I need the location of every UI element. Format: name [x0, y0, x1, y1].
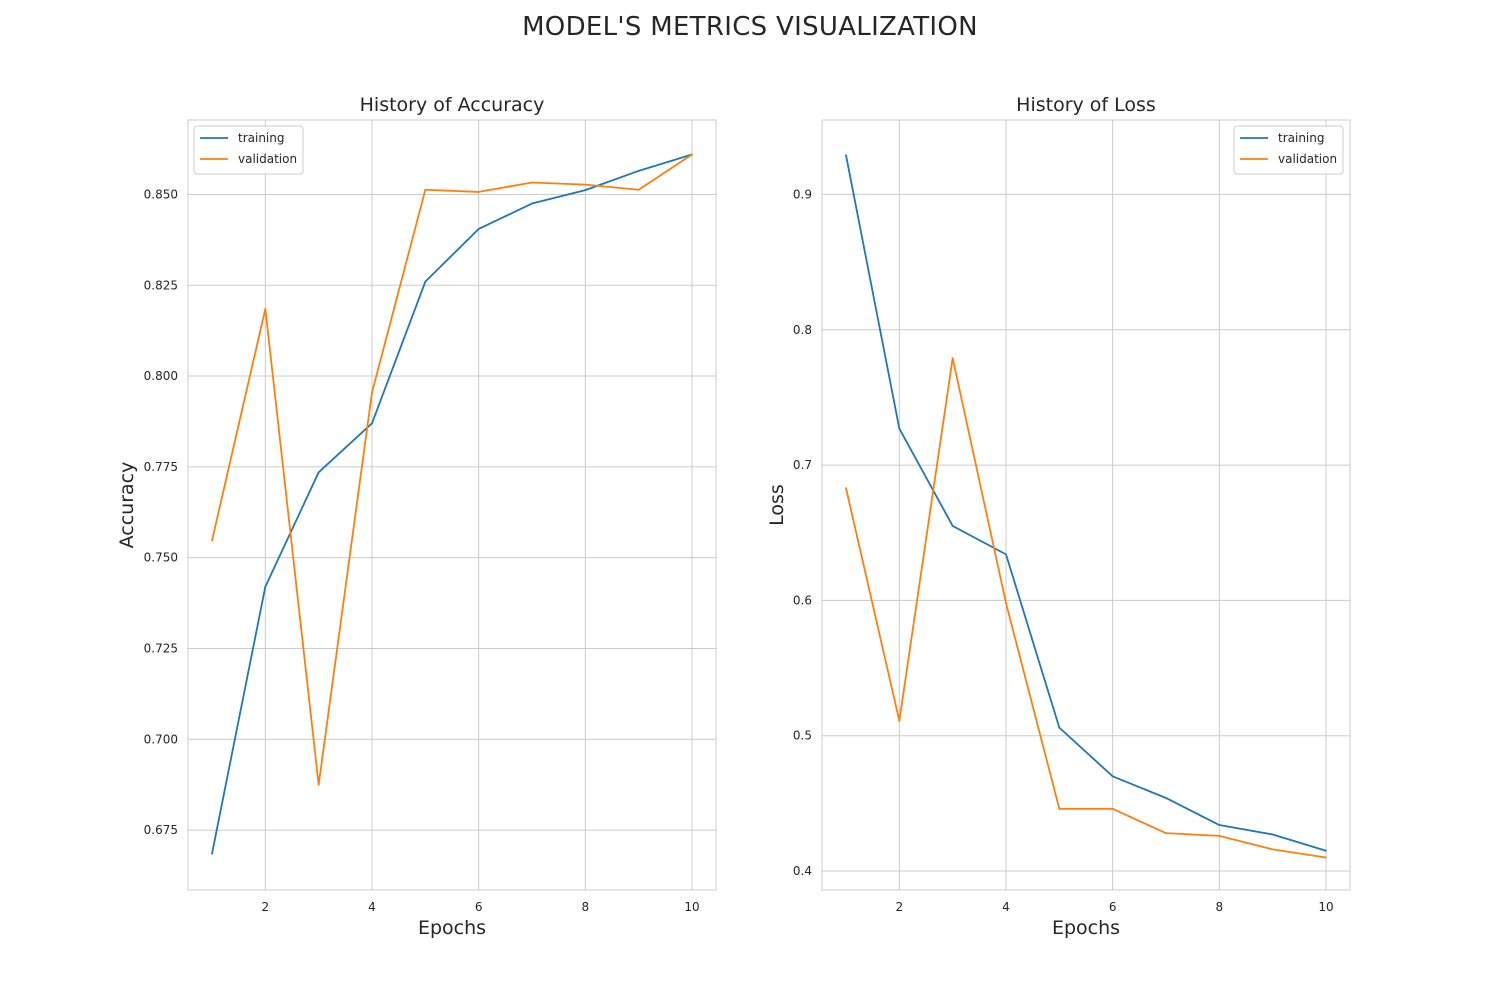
data-point-validation: [1165, 832, 1167, 835]
x-tick-label: 6: [475, 900, 483, 914]
data-point-training: [424, 280, 427, 283]
panel-title: History of Loss: [1016, 94, 1156, 116]
data-point-training: [1005, 553, 1007, 556]
data-point-validation: [1325, 856, 1327, 859]
y-tick-label: 0.9: [793, 187, 812, 201]
series-line-validation: [845, 357, 1327, 859]
series-line-training: [211, 153, 693, 854]
series-line-training: [845, 155, 1327, 852]
x-tick-label: 2: [262, 900, 270, 914]
legend: training validation: [193, 125, 304, 175]
y-tick-label: 0.850: [144, 187, 178, 201]
data-point-validation: [211, 539, 213, 542]
plot-frame: [187, 119, 717, 891]
x-tick-label: 4: [368, 900, 376, 914]
y-tick-label: 0.800: [144, 369, 178, 383]
y-axis-label: Loss: [766, 484, 788, 526]
x-tick-label: 10: [1318, 900, 1333, 914]
data-point-training: [845, 154, 847, 157]
data-point-training: [1058, 726, 1061, 729]
data-point-training: [317, 471, 320, 474]
y-tick-label: 0.7: [793, 458, 812, 472]
data-point-training: [1165, 797, 1167, 799]
data-point-training: [1271, 833, 1274, 836]
x-tick-label: 2: [896, 900, 904, 914]
legend-label-validation: validation: [1278, 152, 1337, 166]
y-tick-label: 0.6: [793, 593, 812, 607]
figure-title: MODEL'S METRICS VISUALIZATION: [522, 12, 978, 42]
data-point-training: [1325, 849, 1327, 852]
panel-title: History of Accuracy: [360, 94, 545, 116]
x-axis-label: Epochs: [418, 917, 486, 939]
x-tick-label: 6: [1109, 900, 1117, 914]
data-point-validation: [477, 191, 480, 193]
data-point-training: [951, 525, 954, 527]
data-point-training: [898, 427, 901, 430]
data-point-training: [264, 585, 267, 588]
y-tick-label: 0.700: [144, 732, 178, 746]
data-point-validation: [951, 357, 954, 360]
x-tick-label: 4: [1002, 900, 1010, 914]
legend-label-training: training: [238, 131, 285, 145]
y-tick-label: 0.4: [793, 864, 812, 878]
y-tick-label: 0.825: [144, 278, 178, 292]
y-tick-label: 0.750: [144, 551, 178, 565]
data-point-validation: [584, 183, 587, 186]
data-point-validation: [1218, 834, 1221, 837]
data-point-training: [477, 228, 480, 230]
data-point-validation: [424, 188, 427, 191]
data-point-validation: [371, 391, 373, 394]
data-point-training: [371, 422, 373, 425]
y-tick-label: 0.675: [144, 823, 178, 837]
data-point-training: [1111, 775, 1114, 778]
x-tick-label: 10: [684, 900, 699, 914]
series-line-validation: [211, 153, 693, 786]
data-point-validation: [264, 307, 267, 310]
data-point-validation: [691, 153, 693, 156]
y-tick-label: 0.775: [144, 460, 178, 474]
x-tick-label: 8: [582, 900, 590, 914]
x-axis-label: Epochs: [1052, 917, 1120, 939]
data-point-validation: [637, 188, 640, 191]
data-point-validation: [898, 719, 901, 722]
data-point-validation: [317, 783, 320, 786]
x-tick-label: 8: [1216, 900, 1224, 914]
data-point-validation: [1005, 602, 1007, 605]
y-tick-label: 0.8: [793, 323, 812, 337]
y-axis-label: Accuracy: [116, 462, 138, 549]
data-point-training: [637, 169, 640, 172]
chart-panel-2: 2 4 6 8 10 0.4 0.5 0.6 0.7 0.8 0.9 History of Loss E…: [766, 94, 1351, 939]
y-tick-label: 0.725: [144, 641, 178, 655]
data-point-training: [584, 189, 587, 191]
data-point-validation: [1271, 848, 1274, 851]
data-point-validation: [1111, 807, 1114, 810]
y-tick-label: 0.5: [793, 729, 812, 743]
plot-frame: [821, 119, 1351, 891]
legend-label-training: training: [1278, 131, 1325, 145]
legend-label-validation: validation: [238, 152, 297, 166]
data-point-training: [1218, 824, 1221, 826]
legend: training validation: [1233, 125, 1344, 175]
data-point-training: [211, 852, 213, 855]
data-point-validation: [845, 487, 847, 489]
data-point-validation: [1058, 807, 1061, 810]
data-point-validation: [531, 181, 533, 184]
data-point-training: [531, 202, 533, 205]
chart-panel-1: 2 4 6 8 10 0.675 0.700 0.725 0.750 0.775 0.800 0.82…: [116, 94, 717, 939]
